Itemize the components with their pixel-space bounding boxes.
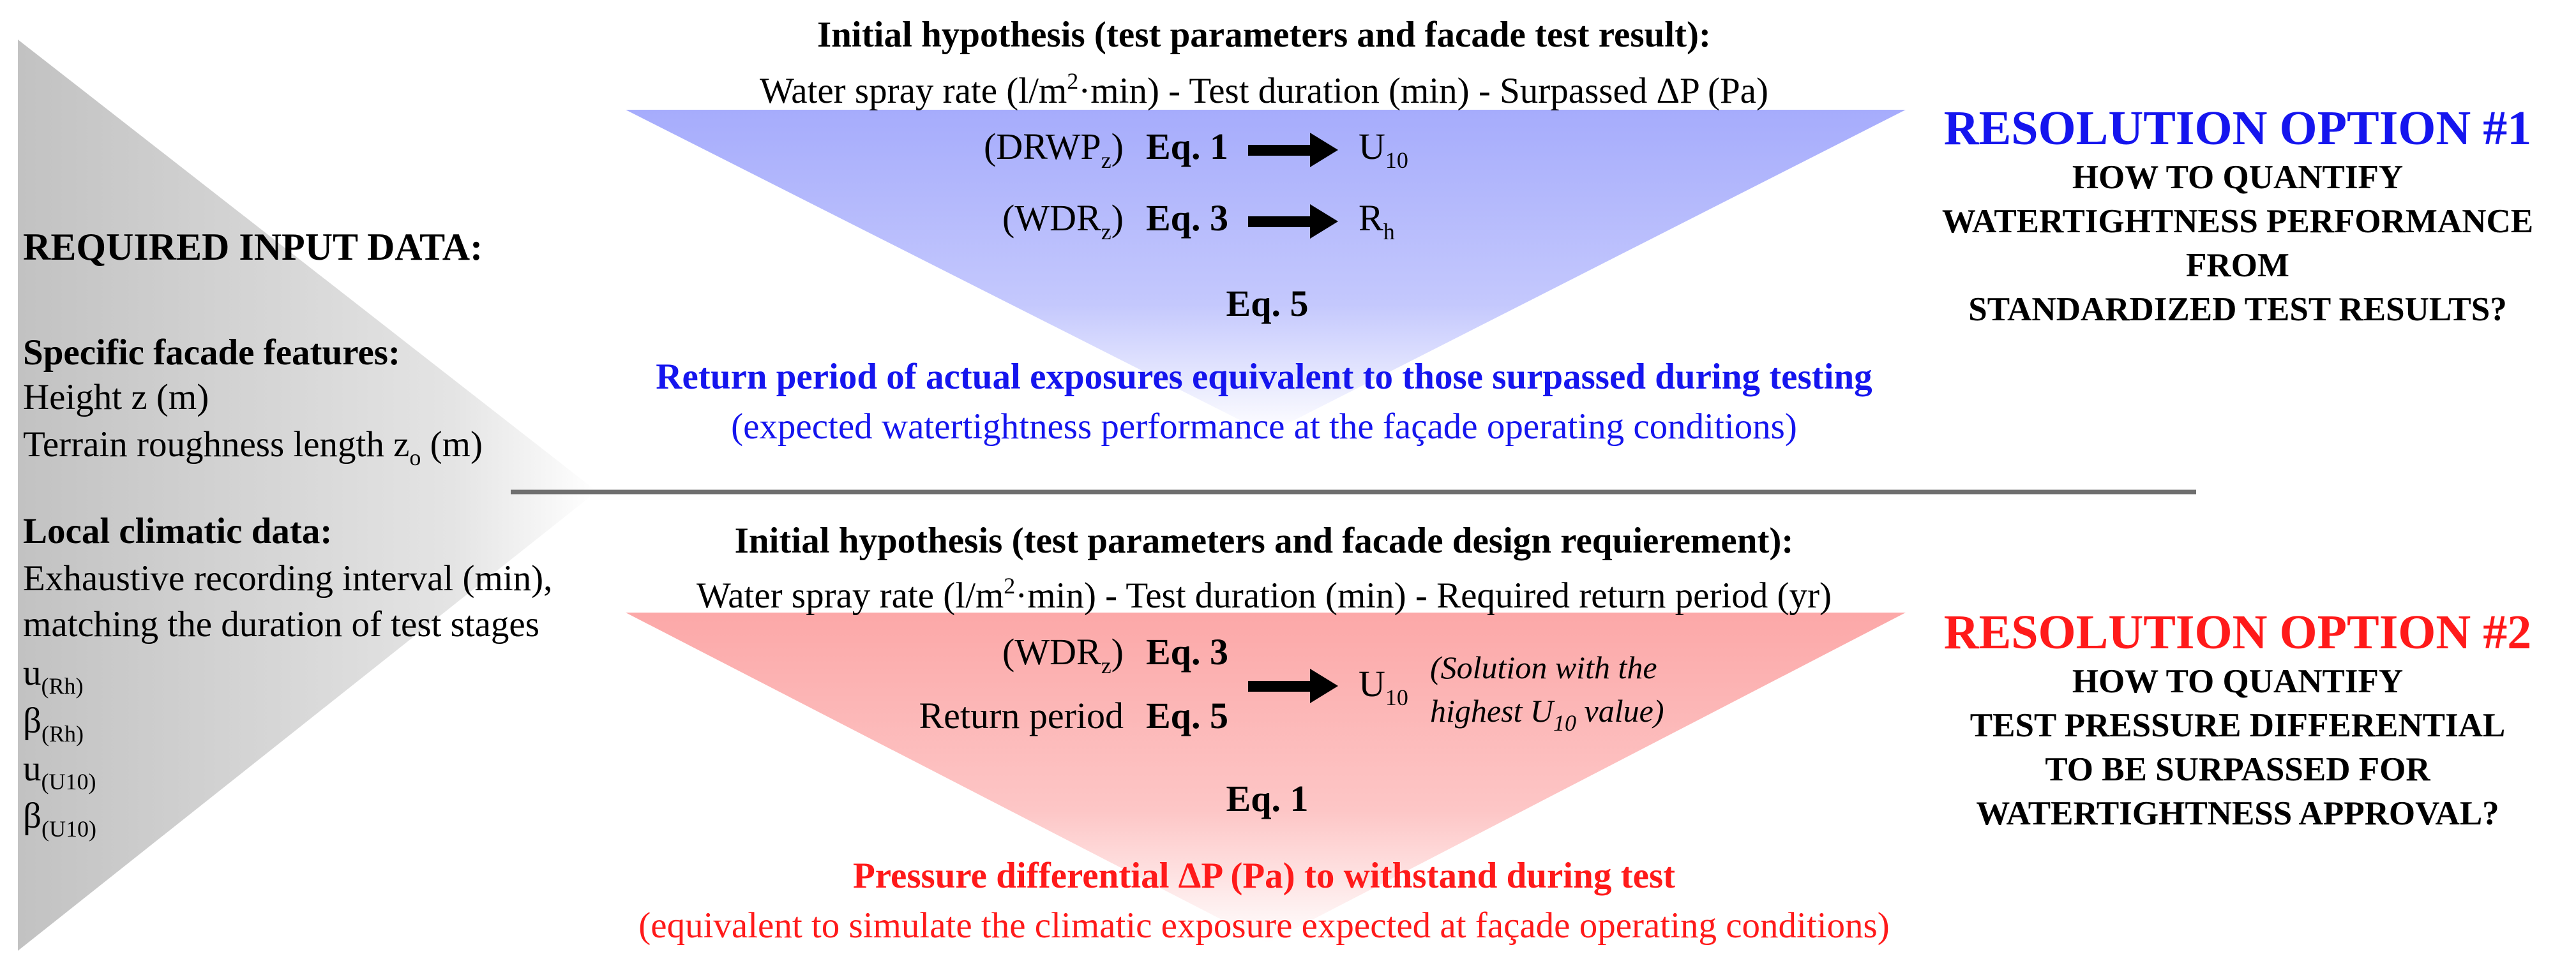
top-row2-arrow [1248, 216, 1312, 227]
bottom-result-note: (equivalent to simulate the climatic exp… [638, 905, 1890, 946]
top-row1-arrow [1248, 145, 1312, 156]
option2-line-1: HOW TO QUANTIFY [2072, 663, 2404, 700]
bottom-row2-eq: Eq. 5 [1146, 695, 1228, 736]
left-input-wedge [18, 40, 597, 951]
bottom-solution-note: (Solution with the highest U10 value) [1430, 650, 1664, 736]
recording-interval-line2: matching the duration of test stages [23, 604, 539, 644]
bottom-triangle [626, 613, 1906, 943]
top-final-eq: Eq. 5 [1226, 283, 1309, 324]
bottom-arrowhead [1310, 669, 1338, 703]
param-beta-rh: β(Rh) [23, 701, 84, 747]
top-result-note: (expected watertightness performance at … [731, 406, 1797, 447]
bottom-hypothesis-title: Initial hypothesis (test parameters and … [734, 521, 1794, 561]
option1-line-4: STANDARDIZED TEST RESULTS? [1968, 291, 2507, 328]
option2-title: RESOLUTION OPTION #2 [1943, 606, 2532, 659]
top-row1-input: (DRWPz) [984, 126, 1124, 173]
roughness-label: Terrain roughness length zo (m) [23, 424, 483, 470]
param-u-rh: u(Rh) [23, 653, 84, 699]
option1-line-2: WATERTIGHTNESS PERFORMANCE [1941, 203, 2534, 240]
height-label: Height z (m) [23, 377, 209, 417]
bottom-result-title: Pressure differential ΔP (Pa) to withsta… [852, 856, 1676, 896]
top-row2-output: Rh [1359, 197, 1395, 244]
climatic-data-title: Local climatic data: [23, 511, 333, 551]
top-triangle [626, 110, 1906, 434]
param-u-u10: u(U10) [23, 748, 96, 794]
required-input-heading: REQUIRED INPUT DATA: [23, 226, 483, 268]
top-row2-eq: Eq. 3 [1146, 197, 1228, 239]
bottom-row1-eq: Eq. 3 [1146, 631, 1228, 673]
top-row2-input: (WDRz) [1002, 197, 1124, 244]
top-result-title: Return period of actual exposures equiva… [656, 357, 1872, 397]
option2-line-4: WATERTIGHTNESS APPROVAL? [1976, 795, 2499, 832]
top-row1-eq: Eq. 1 [1146, 126, 1228, 167]
bottom-row1-input: (WDRz) [1002, 631, 1124, 678]
param-beta-u10: β(U10) [23, 796, 96, 842]
option2-line-3: TO BE SURPASSED FOR [2045, 751, 2430, 788]
recording-interval-line1: Exhaustive recording interval (min), [23, 558, 553, 599]
option2-line-2: TEST PRESSURE DIFFERENTIAL [1970, 707, 2506, 744]
bottom-arrow [1248, 681, 1312, 692]
option2-block: RESOLUTION OPTION #2 HOW TO QUANTIFY TES… [1902, 605, 2573, 836]
top-hypothesis-title: Initial hypothesis (test parameters and … [817, 15, 1712, 55]
top-hypothesis-params: Water spray rate (l/m2·min) - Test durat… [760, 68, 1768, 111]
facade-features-title: Specific facade features: [23, 332, 400, 373]
top-row2-arrowhead [1310, 204, 1338, 239]
bottom-output: U10 [1359, 663, 1408, 710]
bottom-row2-input: Return period [919, 695, 1124, 736]
top-row1-output: U10 [1359, 126, 1408, 173]
bottom-hypothesis-params: Water spray rate (l/m2·min) - Test durat… [697, 573, 1832, 616]
option1-line-3: FROM [2186, 247, 2289, 284]
option1-line-1: HOW TO QUANTIFY [2072, 159, 2404, 196]
option1-block: RESOLUTION OPTION #1 HOW TO QUANTIFY WAT… [1902, 101, 2573, 332]
bottom-final-eq: Eq. 1 [1226, 778, 1309, 819]
top-row1-arrowhead [1310, 133, 1338, 167]
option1-title: RESOLUTION OPTION #1 [1943, 101, 2532, 155]
